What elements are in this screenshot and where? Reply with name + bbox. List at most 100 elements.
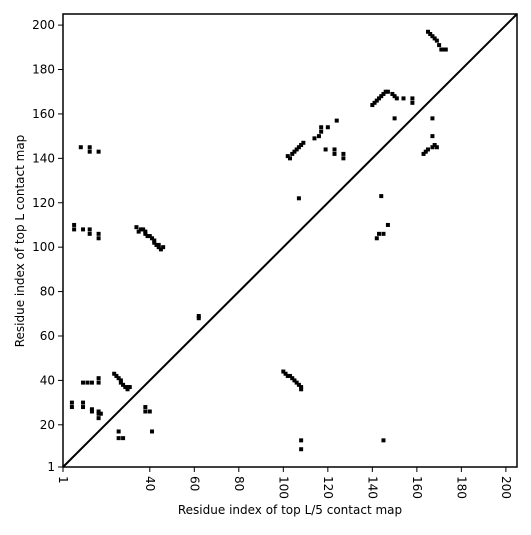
- contact-point: [392, 116, 397, 121]
- contact-point: [377, 231, 382, 236]
- contact-point: [156, 242, 161, 247]
- contact-point: [72, 222, 77, 227]
- contact-point: [143, 229, 148, 234]
- contact-point: [134, 225, 139, 230]
- contact-point: [143, 231, 148, 236]
- contact-point: [432, 143, 437, 148]
- contact-point: [285, 373, 290, 378]
- contact-point: [385, 222, 390, 227]
- contact-point: [432, 36, 437, 41]
- y-tick-label: 200: [32, 18, 55, 32]
- contact-point: [89, 409, 94, 414]
- contact-point: [379, 194, 384, 199]
- contact-point: [381, 438, 386, 443]
- contact-point: [96, 376, 101, 381]
- x-tick-label: 40: [143, 476, 157, 491]
- contact-point: [332, 147, 337, 152]
- contact-point: [299, 438, 304, 443]
- x-tick-label: 180: [454, 476, 468, 499]
- y-tick-label: 40: [40, 373, 55, 387]
- contact-point: [81, 227, 86, 232]
- y-tick-label: 160: [32, 107, 55, 121]
- contact-point: [118, 378, 123, 383]
- contact-point: [332, 151, 337, 156]
- contact-point: [96, 380, 101, 385]
- x-axis-label: Residue index of top L/5 contact map: [178, 503, 402, 517]
- contact-point: [341, 156, 346, 161]
- contact-point: [114, 373, 119, 378]
- diagonal-line: [62, 13, 518, 468]
- y-tick-label: 100: [32, 240, 55, 254]
- contact-point: [425, 29, 430, 34]
- contact-point: [325, 125, 330, 130]
- contact-point: [288, 156, 292, 161]
- plot-frame: [62, 13, 518, 468]
- contact-point: [125, 385, 130, 390]
- contact-point: [143, 405, 148, 410]
- contact-point: [421, 151, 426, 156]
- contact-point: [136, 229, 141, 234]
- contact-point: [296, 145, 301, 150]
- x-tick-label: 140: [365, 476, 379, 499]
- contact-point: [154, 242, 159, 247]
- contact-point: [374, 236, 379, 241]
- contact-point: [319, 129, 324, 134]
- contact-point: [301, 140, 306, 145]
- contact-point: [385, 89, 390, 94]
- contact-point: [147, 409, 152, 414]
- contact-point: [150, 236, 155, 241]
- contact-point: [299, 387, 304, 392]
- contact-point: [323, 147, 328, 152]
- contact-point: [294, 380, 299, 385]
- contact-point: [296, 196, 301, 201]
- contact-point: [281, 369, 286, 374]
- contact-point: [123, 385, 128, 390]
- contact-point: [401, 96, 406, 101]
- contact-point: [116, 429, 121, 434]
- contact-point: [89, 407, 94, 412]
- x-tick-label: 100: [276, 476, 290, 499]
- contact-point: [379, 94, 384, 99]
- contact-point: [145, 234, 150, 239]
- contact-point: [430, 145, 435, 150]
- contact-point: [394, 96, 399, 101]
- y-tick-label: 140: [32, 151, 55, 165]
- contact-point: [138, 227, 143, 232]
- contact-point: [87, 149, 92, 154]
- contact-point: [288, 373, 292, 378]
- contact-point: [121, 382, 126, 387]
- contact-point: [423, 149, 428, 154]
- contact-point: [96, 236, 101, 241]
- contact-point: [69, 405, 74, 410]
- contact-point: [96, 149, 101, 154]
- contact-point: [85, 380, 90, 385]
- contact-point: [156, 245, 161, 250]
- contact-point: [147, 234, 152, 239]
- contact-point: [425, 147, 430, 152]
- contact-point: [158, 247, 163, 252]
- contact-point: [299, 143, 304, 148]
- y-axis-label: Residue index of top L contact map: [13, 135, 27, 348]
- contact-point: [127, 385, 132, 390]
- contact-point: [296, 382, 301, 387]
- contact-point: [141, 227, 146, 232]
- contact-point: [196, 316, 201, 321]
- contact-point: [98, 411, 103, 416]
- contact-point: [89, 380, 94, 385]
- contact-point: [285, 154, 290, 159]
- contact-point: [116, 436, 121, 441]
- contact-point: [81, 405, 86, 410]
- contact-point: [290, 151, 295, 156]
- contact-point: [96, 416, 101, 421]
- contact-point: [152, 238, 157, 243]
- contact-point: [430, 34, 435, 39]
- x-tick-label: 1: [56, 476, 70, 484]
- contact-point: [81, 380, 86, 385]
- contact-point: [118, 380, 123, 385]
- contact-point: [441, 47, 446, 52]
- x-tick-label: 120: [321, 476, 335, 499]
- y-tick-label: 120: [32, 196, 55, 210]
- contact-point: [96, 409, 101, 414]
- y-tick-label: 20: [40, 418, 55, 432]
